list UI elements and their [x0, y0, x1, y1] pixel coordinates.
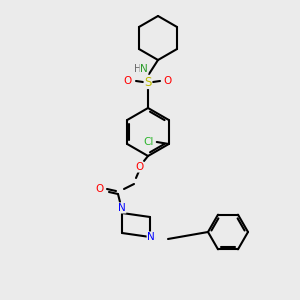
Text: S: S — [144, 76, 152, 88]
Text: O: O — [135, 162, 143, 172]
Text: O: O — [164, 76, 172, 86]
Text: O: O — [124, 76, 132, 86]
Text: N: N — [147, 232, 155, 242]
Text: Cl: Cl — [144, 137, 154, 147]
Text: N: N — [140, 64, 148, 74]
Text: H: H — [134, 64, 142, 74]
Text: O: O — [96, 184, 104, 194]
Text: N: N — [118, 203, 126, 213]
